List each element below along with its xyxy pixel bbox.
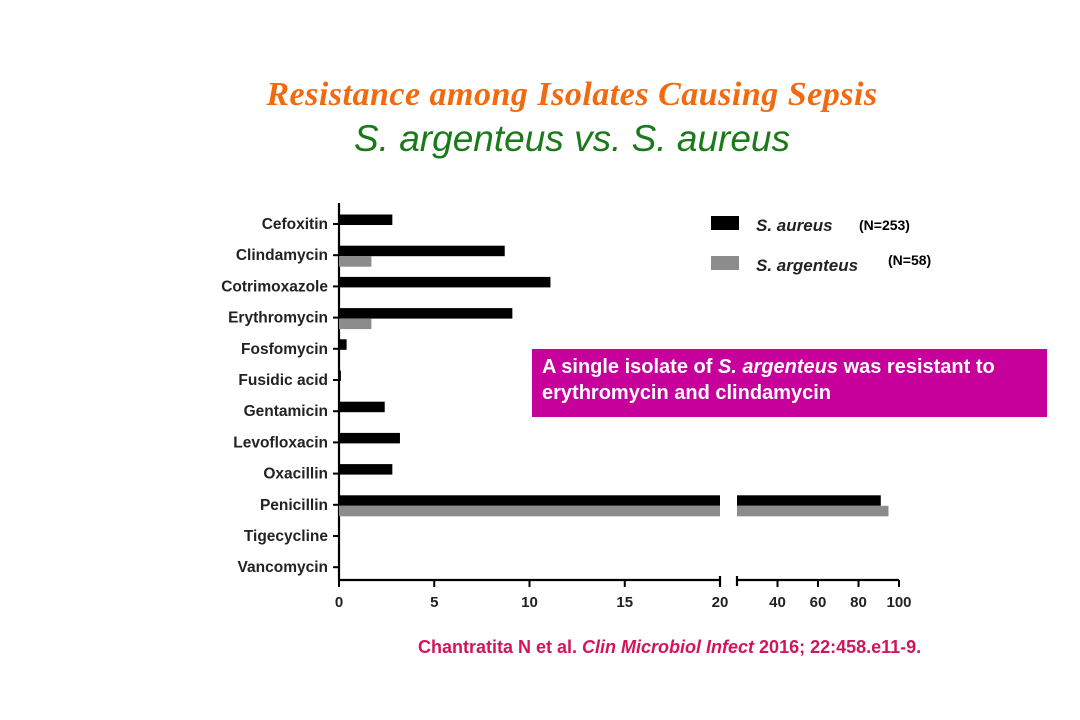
callout-text-italic: S. argenteus xyxy=(717,356,839,378)
y-tick-label-fosfomycin: Fosfomycin xyxy=(241,341,328,358)
bar-s-aureus-erythromycin xyxy=(339,308,513,319)
callout-text-after: was resistant to erythromycin and clinda… xyxy=(542,356,995,404)
x-tick-label-10: 10 xyxy=(521,594,538,611)
y-tick-label-tigecycline: Tigecycline xyxy=(244,528,329,545)
legend-n-s-argenteus: (N=58) xyxy=(888,252,931,268)
legend-n-s-aureus: (N=253) xyxy=(859,217,910,233)
bar-s-argenteus-clindamycin xyxy=(339,256,372,267)
bar-s-aureus-levofloxacin xyxy=(339,432,400,444)
y-tick-label-cefoxitin: Cefoxitin xyxy=(262,216,328,233)
callout-box: A single isolate of S. argenteus was res… xyxy=(532,349,1047,417)
x-tick-label-20: 20 xyxy=(712,594,729,611)
bar-s-argenteus-erythromycin xyxy=(339,318,372,330)
legend-label-s-aureus: S. aureus xyxy=(756,216,833,235)
bar-s-aureus-penicillin-part1 xyxy=(339,495,720,506)
y-tick-label-gentamicin: Gentamicin xyxy=(244,403,328,420)
bar-s-aureus-oxacillin xyxy=(339,464,393,475)
bar-s-argenteus-penicillin-part2 xyxy=(737,505,889,517)
bar-s-aureus-penicillin-part2 xyxy=(737,495,881,506)
x-tick-label-60: 60 xyxy=(810,594,827,611)
bar-s-argenteus-penicillin-part1 xyxy=(339,505,720,517)
y-tick-label-fusidic-acid: Fusidic acid xyxy=(238,372,328,389)
legend-label-s-argenteus: S. argenteus xyxy=(756,256,858,275)
citation: Chantratita N et al. Clin Microbiol Infe… xyxy=(418,637,921,658)
x-tick-label-5: 5 xyxy=(430,594,438,611)
y-tick-label-cotrimoxazole: Cotrimoxazole xyxy=(221,278,328,295)
y-tick-label-vancomycin: Vancomycin xyxy=(238,559,328,576)
y-tick-label-clindamycin: Clindamycin xyxy=(236,247,328,264)
x-tick-label-40: 40 xyxy=(769,594,786,611)
bar-s-aureus-gentamicin xyxy=(339,401,385,413)
bar-s-aureus-clindamycin xyxy=(339,245,505,257)
slide-subtitle: S. argenteus vs. S. aureus xyxy=(353,118,790,159)
x-tick-label-0: 0 xyxy=(335,594,343,611)
y-tick-label-penicillin: Penicillin xyxy=(260,497,328,514)
legend-swatch-s-aureus xyxy=(711,216,739,230)
y-tick-label-levofloxacin: Levofloxacin xyxy=(233,434,328,451)
x-tick-label-80: 80 xyxy=(850,594,867,611)
y-tick-label-erythromycin: Erythromycin xyxy=(228,310,328,327)
bar-s-aureus-cefoxitin xyxy=(339,214,393,225)
citation-details: 2016; 22:458.e11-9. xyxy=(754,637,922,657)
x-tick-label-15: 15 xyxy=(616,594,633,611)
bar-s-aureus-fosfomycin xyxy=(339,339,347,350)
callout-text-before: A single isolate of xyxy=(542,356,718,378)
y-tick-label-oxacillin: Oxacillin xyxy=(263,466,328,483)
citation-journal: Clin Microbiol Infect xyxy=(582,637,755,657)
bar-s-aureus-cotrimoxazole xyxy=(339,276,551,288)
citation-authors: Chantratita N et al. xyxy=(418,637,583,657)
legend-swatch-s-argenteus xyxy=(711,256,739,270)
bar-s-aureus-fusidic-acid xyxy=(339,370,341,381)
x-tick-label-100: 100 xyxy=(886,594,911,611)
slide-title: Resistance among Isolates Causing Sepsis xyxy=(266,76,878,113)
